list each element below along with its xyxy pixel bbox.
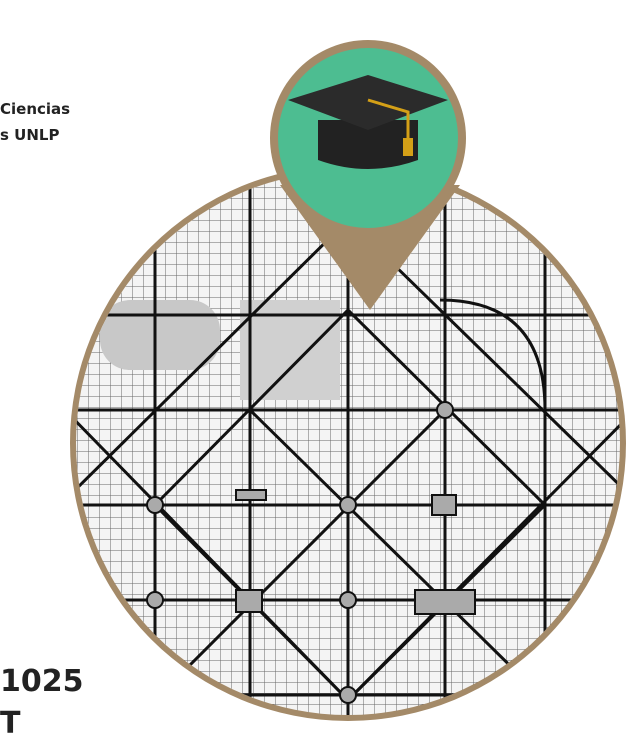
map-badge <box>0 0 636 724</box>
page: Ciencias s UNLP 1025 T <box>0 0 636 724</box>
